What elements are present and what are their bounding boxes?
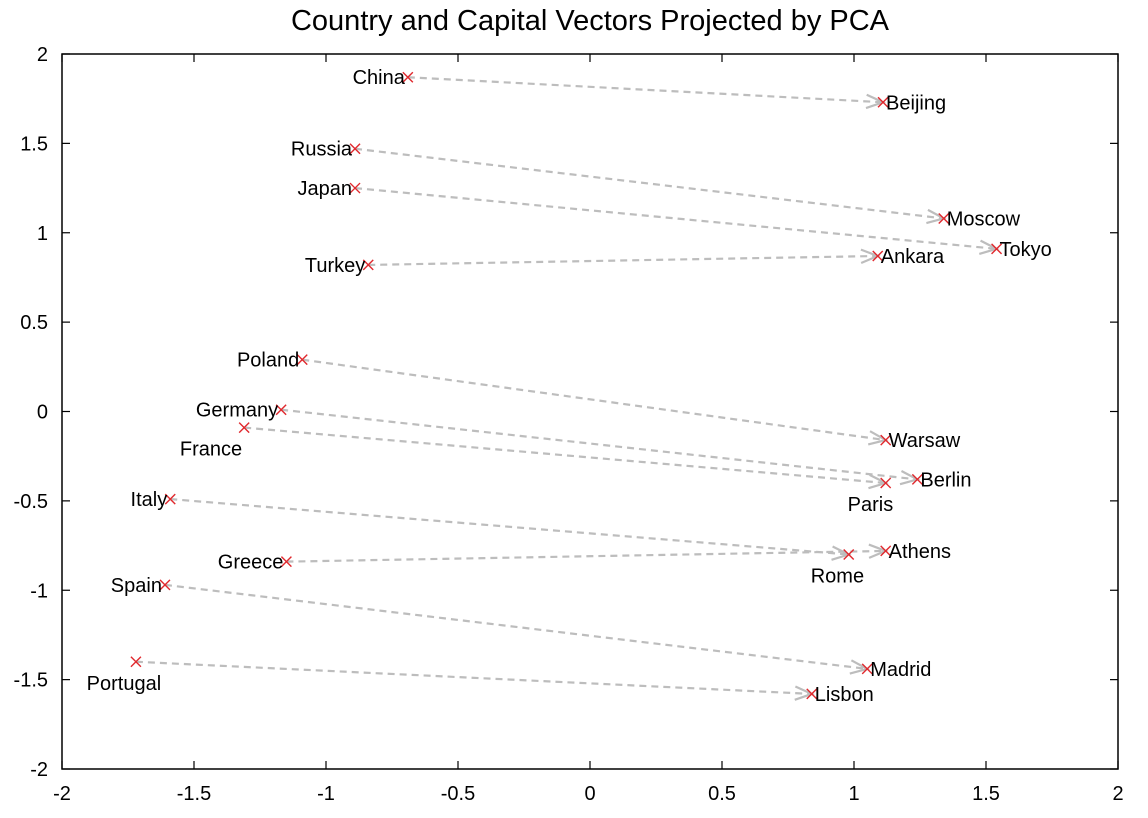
arrow-portugal-to-lisbon: [135, 660, 815, 701]
point-label-tokyo: Tokyo: [1000, 239, 1052, 261]
labels-layer: China Beijing Russia Moscow Japan Tokyo Turkey…: [87, 67, 1052, 706]
point-warsaw: [880, 434, 892, 446]
arrow-shaft: [286, 549, 886, 563]
arrow-shaft: [164, 583, 868, 670]
point-spain: [159, 579, 171, 591]
y-tick-label: -1: [30, 580, 48, 602]
point-label-france: France: [180, 439, 242, 461]
point-japan: [349, 182, 361, 194]
point-turkey: [362, 259, 374, 271]
chart-title: Country and Capital Vectors Projected by…: [291, 5, 890, 37]
point-label-turkey: Turkey: [305, 255, 365, 277]
arrows-layer: [135, 76, 1000, 701]
arrow-germany-to-berlin: [281, 408, 921, 486]
point-tokyo: [991, 243, 1003, 255]
point-greece: [280, 556, 292, 568]
point-label-athens: Athens: [889, 541, 951, 563]
point-label-china: China: [353, 67, 406, 89]
y-tick-label: 0.5: [20, 312, 48, 334]
point-label-beijing: Beijing: [886, 92, 946, 114]
point-label-rome: Rome: [811, 566, 864, 588]
point-france: [238, 422, 250, 434]
x-tick-label: 1.5: [972, 783, 1000, 805]
point-germany: [275, 404, 287, 416]
arrow-shaft: [281, 408, 918, 481]
x-tick-label: -1.5: [177, 783, 211, 805]
arrow-spain-to-madrid: [164, 583, 871, 675]
x-tick-label: 1: [848, 783, 859, 805]
arrow-shaft: [354, 186, 997, 250]
point-china: [402, 71, 414, 83]
point-rome: [843, 549, 855, 560]
point-beijing: [877, 96, 889, 108]
arrow-france-to-paris: [244, 426, 889, 490]
point-ankara: [872, 250, 884, 262]
point-label-moscow: Moscow: [947, 208, 1021, 230]
point-label-lisbon: Lisbon: [815, 684, 874, 706]
y-tick-label: 0: [37, 402, 48, 424]
y-tick-label: 2: [37, 44, 48, 66]
point-label-spain: Spain: [111, 575, 162, 597]
point-label-portugal: Portugal: [87, 673, 162, 695]
point-portugal: [130, 656, 142, 668]
y-tick-label: -2: [30, 759, 48, 781]
arrow-china-to-beijing: [407, 76, 887, 110]
y-tick-label: -1.5: [14, 670, 48, 692]
arrow-shaft: [407, 76, 884, 104]
markers-layer: [130, 71, 1003, 700]
y-axis: 2 1.5 1 0.5 0 -0.5 -1 -1.5 -2: [14, 44, 1118, 781]
point-berlin: [911, 473, 923, 485]
x-tick-label: -1: [317, 783, 335, 805]
point-label-ankara: Ankara: [881, 246, 945, 268]
x-tick-label: -0.5: [441, 783, 475, 805]
point-italy: [164, 493, 176, 505]
arrow-russia-to-moscow: [354, 147, 947, 225]
point-label-poland: Poland: [237, 350, 299, 372]
point-label-greece: Greece: [218, 552, 284, 574]
point-poland: [296, 354, 308, 366]
point-russia: [349, 143, 361, 155]
arrow-japan-to-tokyo: [354, 186, 1000, 255]
arrow-shaft: [368, 254, 878, 267]
y-tick-label: -0.5: [14, 491, 48, 513]
point-label-russia: Russia: [291, 139, 353, 161]
y-tick-label: 1.5: [20, 133, 48, 155]
point-label-madrid: Madrid: [870, 659, 931, 681]
point-label-italy: Italy: [131, 489, 168, 511]
point-label-japan: Japan: [298, 178, 353, 200]
point-athens: [880, 545, 892, 557]
point-paris: [880, 477, 892, 489]
arrow-shaft: [354, 147, 944, 220]
arrow-greece-to-athens: [286, 543, 889, 563]
point-label-paris: Paris: [848, 494, 894, 516]
point-label-germany: Germany: [196, 400, 278, 422]
x-tick-label: -2: [53, 783, 71, 805]
arrow-turkey-to-ankara: [368, 248, 881, 267]
arrow-poland-to-warsaw: [302, 358, 889, 446]
point-moscow: [938, 212, 950, 224]
arrow-shaft: [170, 497, 849, 556]
arrow-shaft: [135, 660, 812, 696]
x-tick-label: 0: [584, 783, 595, 805]
point-label-warsaw: Warsaw: [889, 430, 961, 452]
x-tick-label: 0.5: [708, 783, 736, 805]
y-tick-label: 1: [37, 223, 48, 245]
point-lisbon: [806, 688, 818, 700]
x-axis: -2 -1.5 -1 -0.5 0 0.5 1 1.5 2: [53, 54, 1124, 805]
x-tick-label: 2: [1112, 783, 1123, 805]
point-madrid: [861, 663, 873, 675]
arrow-shaft: [244, 426, 886, 485]
arrow-shaft: [302, 358, 886, 442]
point-label-berlin: Berlin: [920, 469, 971, 491]
